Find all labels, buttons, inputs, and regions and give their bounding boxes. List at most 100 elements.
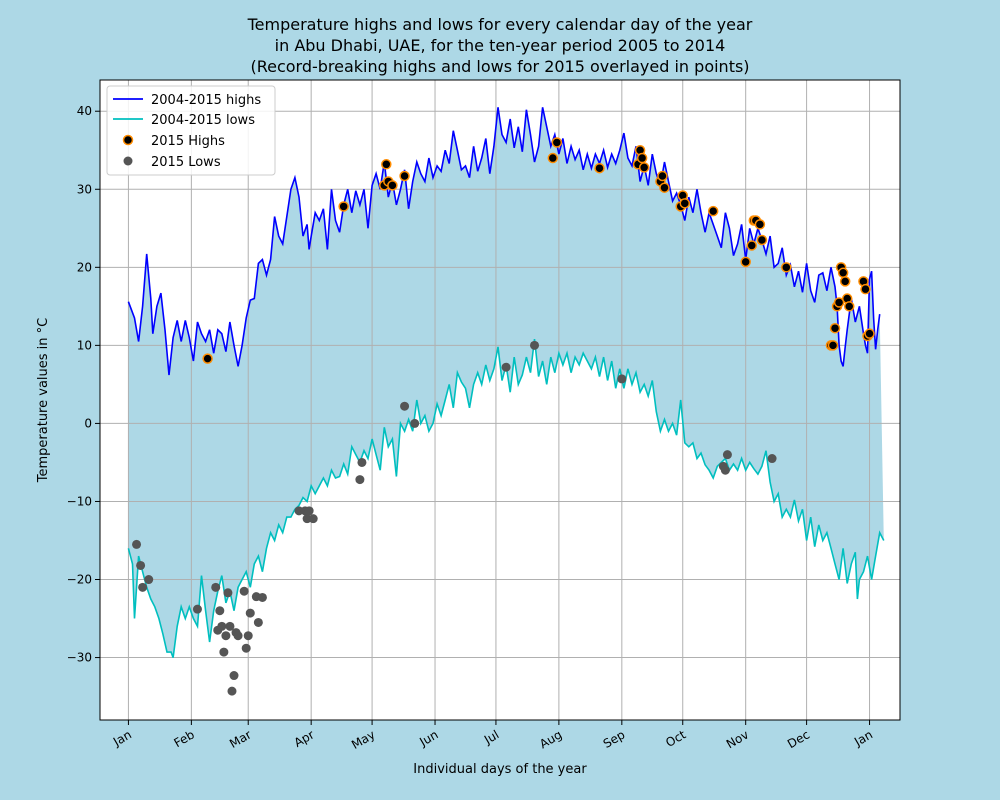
x-tick-label: Jul	[481, 727, 501, 747]
y-tick-label: 0	[84, 416, 92, 430]
x-axis-label: Individual days of the year	[413, 762, 587, 777]
x-tick-label: Aug	[537, 727, 564, 751]
point-2015-low	[530, 340, 540, 350]
point-2015-low	[215, 606, 225, 616]
point-2015-high	[202, 353, 213, 364]
point-2015-low	[720, 465, 730, 475]
x-tick-label: Jan	[110, 727, 134, 749]
point-2015-high	[399, 170, 410, 182]
point-2015-high	[707, 205, 719, 217]
legend-box	[106, 85, 276, 176]
point-2015-low	[257, 592, 267, 602]
point-2015-high	[657, 170, 668, 182]
legend-label-highs: 2004-2015 highs	[151, 93, 261, 108]
point-2015-low	[245, 608, 255, 618]
point-2015-low	[221, 631, 231, 641]
point-2015-low	[233, 631, 243, 641]
y-tick-label: 10	[77, 338, 92, 352]
x-tick-label: Sep	[601, 727, 628, 750]
chart-title: Temperature highs and lows for every cal…	[247, 15, 753, 76]
y-axis: −30 −20 −10 0 10 20 30 40	[67, 104, 100, 665]
point-2015-low	[217, 621, 227, 631]
x-axis: Jan Feb Mar Apr May Jun Jul Aug Sep Oct Nov Dec Jan	[110, 720, 875, 752]
point-2015-low	[304, 506, 314, 516]
chart-title-line-2: in Abu Dhabi, UAE, for the ten-year peri…	[275, 36, 726, 55]
point-2015-low	[722, 450, 732, 460]
point-2015-low	[308, 514, 318, 524]
x-tick-label: Mar	[227, 727, 254, 750]
x-tick-label: Dec	[785, 727, 812, 751]
point-2015-high	[843, 301, 855, 312]
point-2015-high	[679, 198, 691, 209]
y-tick-label: 20	[77, 260, 92, 274]
point-2015-low	[132, 539, 142, 549]
point-2015-low	[138, 582, 148, 592]
point-2015-high	[551, 137, 563, 148]
series-highs-line	[127, 107, 881, 376]
point-2015-low	[225, 621, 235, 631]
x-tick-label: Feb	[171, 727, 196, 750]
point-2015-low	[136, 560, 146, 570]
point-2015-low	[223, 588, 233, 598]
legend-swatch-2015-highs	[122, 134, 134, 146]
point-2015-low	[144, 575, 154, 585]
legend-label-lows: 2004-2015 lows	[151, 113, 255, 128]
point-2015-low	[219, 647, 229, 657]
point-2015-low	[617, 374, 627, 384]
point-2015-high	[860, 283, 871, 295]
point-2015-low	[357, 457, 367, 467]
grid	[100, 80, 900, 720]
plot-frame	[99, 79, 901, 721]
point-2015-high	[829, 322, 841, 334]
chart-title-line-1: Temperature highs and lows for every cal…	[247, 15, 753, 34]
point-2015-low	[241, 643, 251, 653]
point-2015-high	[740, 256, 751, 268]
x-tick-label: Oct	[663, 727, 688, 750]
x-tick-label: May	[349, 727, 377, 752]
series-2015-lows	[132, 340, 777, 696]
series-2015-highs	[202, 137, 875, 364]
point-2015-high	[636, 152, 648, 164]
point-2015-low	[211, 582, 221, 592]
point-2015-high	[833, 297, 845, 308]
point-2015-low	[400, 401, 410, 411]
point-2015-low	[410, 418, 420, 428]
y-tick-label: −10	[67, 494, 92, 508]
point-2015-high	[638, 162, 650, 173]
point-2015-high	[839, 276, 851, 287]
chart-title-line-3: (Record-breaking highs and lows for 2015…	[250, 57, 749, 76]
x-tick-label: Nov	[724, 727, 751, 751]
legend-swatch-2015-lows	[123, 156, 133, 166]
point-2015-high	[864, 328, 875, 339]
point-2015-high	[781, 262, 792, 273]
highs-lows-fill	[128, 107, 884, 658]
point-2015-high	[381, 159, 392, 170]
point-2015-high	[547, 152, 559, 164]
x-tick-label: Jun	[416, 727, 440, 749]
point-2015-low	[239, 586, 249, 596]
legend-label-2015-lows: 2015 Lows	[151, 155, 221, 170]
point-2015-high	[387, 180, 398, 191]
legend-label-2015-highs: 2015 Highs	[151, 134, 225, 149]
y-tick-label: −20	[67, 573, 92, 587]
point-2015-low	[355, 475, 365, 485]
point-2015-low	[501, 362, 511, 372]
x-tick-label: Jan	[851, 727, 875, 749]
legend: 2004-2015 highs 2004-2015 lows 2015 High…	[106, 85, 276, 176]
point-2015-low	[192, 604, 202, 614]
point-2015-high	[659, 182, 670, 193]
y-axis-label: Temperature values in °C	[36, 318, 51, 483]
y-tick-label: −30	[67, 651, 92, 665]
point-2015-low	[253, 617, 263, 627]
point-2015-high	[754, 219, 766, 230]
point-2015-high	[338, 201, 349, 212]
point-2015-high	[837, 267, 849, 279]
y-tick-label: 40	[77, 104, 92, 118]
y-tick-label: 30	[77, 182, 92, 196]
point-2015-high	[756, 234, 768, 246]
point-2015-high	[827, 340, 839, 351]
point-2015-low	[243, 631, 253, 641]
point-2015-low	[227, 686, 237, 696]
point-2015-low	[767, 454, 777, 464]
